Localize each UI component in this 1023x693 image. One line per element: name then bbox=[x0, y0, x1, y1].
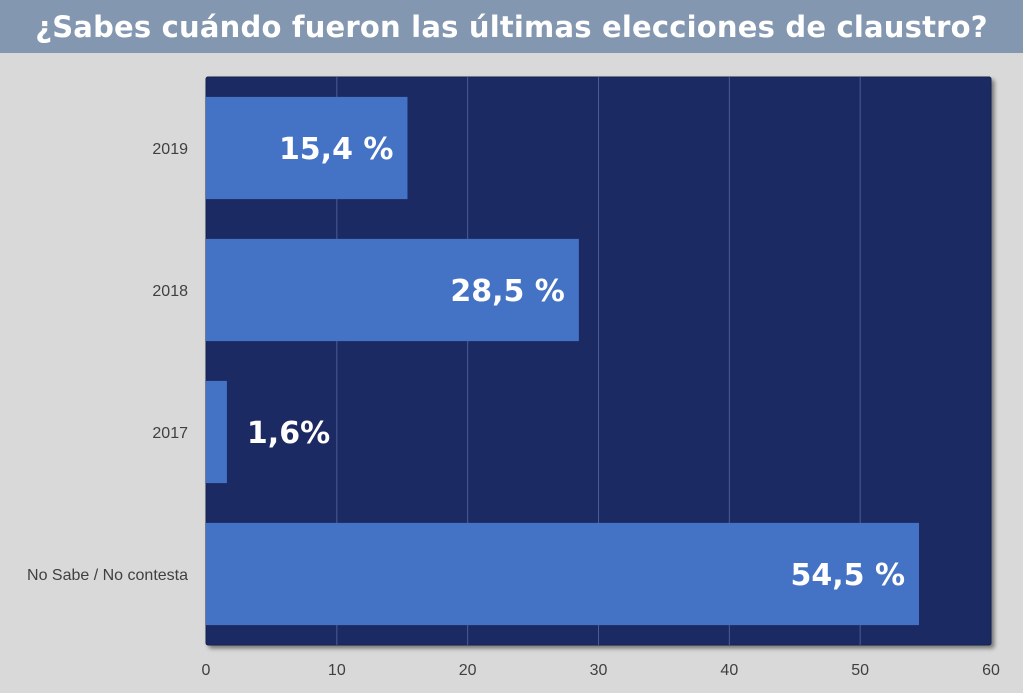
tick-label: 40 bbox=[720, 662, 738, 679]
tick-label: 30 bbox=[590, 662, 608, 679]
category-axis: 2019 2018 2017 No Sabe / No contesta bbox=[27, 141, 188, 584]
bars bbox=[206, 96, 920, 626]
value-axis: 0 10 20 30 40 50 60 bbox=[202, 662, 1000, 679]
category-label: No Sabe / No contesta bbox=[27, 567, 188, 584]
tick-label: 60 bbox=[982, 662, 1000, 679]
bar-1 bbox=[206, 238, 579, 342]
chart-title-bar: ¿Sabes cuándo fueron las últimas eleccio… bbox=[0, 0, 1023, 53]
category-label: 2019 bbox=[152, 141, 188, 158]
chart-title: ¿Sabes cuándo fueron las últimas eleccio… bbox=[35, 9, 988, 44]
tick-label: 50 bbox=[851, 662, 869, 679]
data-label: 1,6% bbox=[247, 416, 330, 451]
data-label: 54,5 % bbox=[791, 558, 906, 593]
bar-2 bbox=[206, 380, 227, 484]
tick-label: 10 bbox=[328, 662, 346, 679]
bar-3 bbox=[206, 522, 920, 626]
data-label: 15,4 % bbox=[279, 132, 394, 167]
data-label: 28,5 % bbox=[450, 274, 565, 309]
tick-label: 20 bbox=[459, 662, 477, 679]
category-label: 2018 bbox=[152, 283, 188, 300]
bar-0 bbox=[206, 96, 408, 200]
category-label: 2017 bbox=[152, 425, 188, 442]
data-labels: 15,4 % 28,5 % 1,6% 54,5 % bbox=[247, 132, 905, 593]
tick-label: 0 bbox=[202, 662, 211, 679]
